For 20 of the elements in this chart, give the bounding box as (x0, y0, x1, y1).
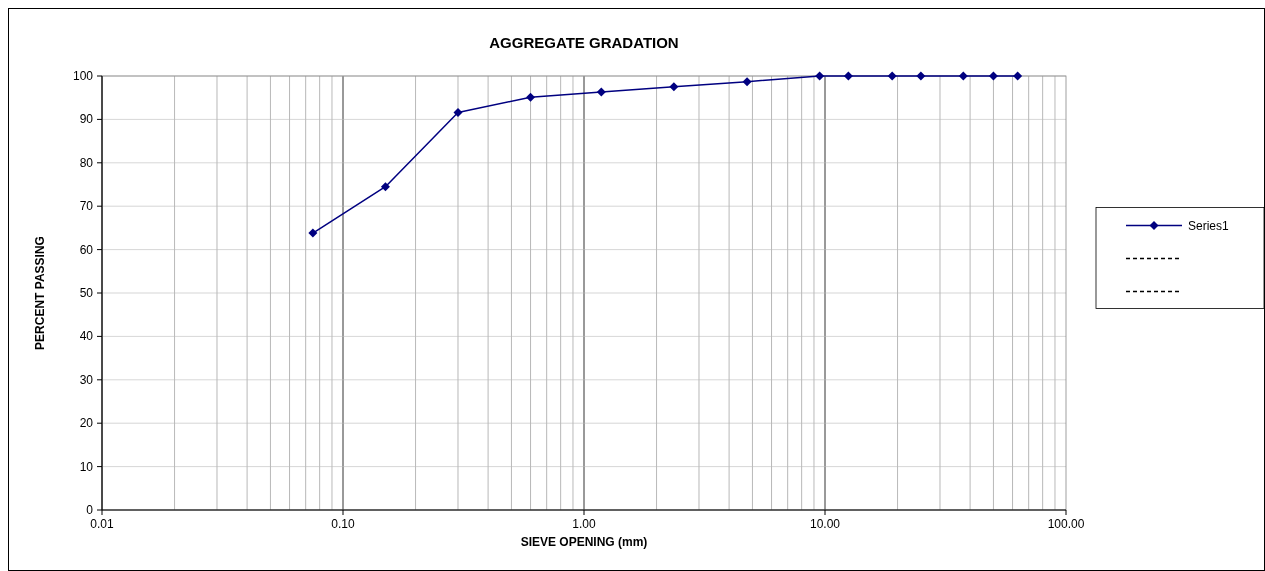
x-tick-label: 10.00 (809, 517, 841, 531)
x-axis-title: SIEVE OPENING (mm) (520, 535, 648, 549)
y-tick-label: 50 (79, 286, 94, 300)
y-tick-label: 100 (72, 69, 94, 83)
y-tick-label: 40 (79, 329, 94, 344)
y-tick-label: 20 (79, 416, 94, 431)
y-tick-label: 10 (79, 459, 94, 474)
chart-title: AGGREGATE GRADATION (489, 34, 679, 51)
y-tick-label: 80 (79, 155, 94, 170)
y-tick-label: 60 (79, 242, 94, 257)
y-tick-label: 30 (79, 372, 94, 387)
legend-label: Series1 (1188, 218, 1230, 233)
y-tick-label: 90 (79, 112, 94, 127)
y-axis-title: PERCENT PASSING (33, 236, 47, 350)
x-tick-label: 0.10 (331, 517, 355, 531)
x-tick-label: 100.00 (1047, 517, 1085, 531)
y-tick-label: 70 (79, 199, 94, 214)
x-tick-label: 0.01 (90, 517, 114, 531)
x-tick-label: 1.00 (572, 517, 596, 531)
y-tick-label: 0 (86, 503, 94, 517)
